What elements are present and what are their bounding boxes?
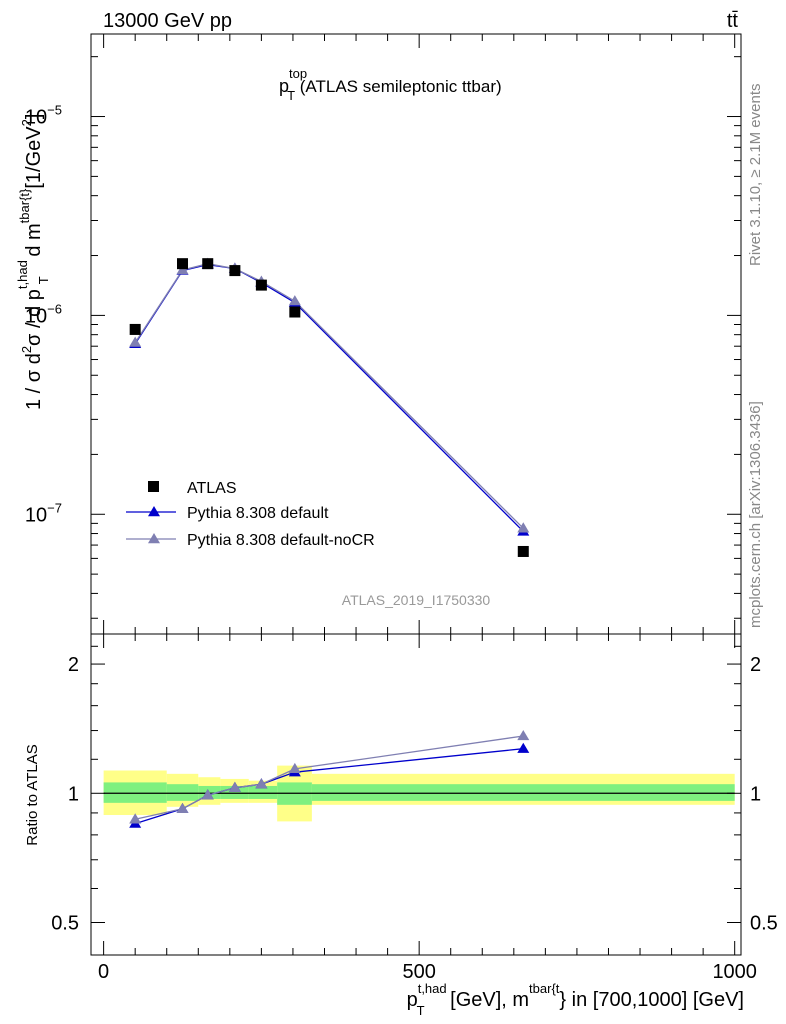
marker-atlas: [177, 258, 189, 270]
ratio-marker-nocr: [228, 781, 241, 792]
ratio-y-tick-label-right: 1: [750, 783, 761, 805]
ratio-y-axis-label: Ratio to ATLAS: [24, 744, 41, 845]
marker-pythia-nocr: [129, 336, 142, 347]
legend-marker-atlas: [148, 481, 159, 492]
marker-atlas: [229, 265, 241, 277]
band-inner: [103, 782, 167, 803]
legend-label-nocr: Pythia 8.308 default-noCR: [187, 532, 375, 549]
marker-atlas: [129, 323, 141, 335]
ratio-y-tick-label-left: 2: [68, 654, 79, 676]
marker-pythia-nocr: [176, 264, 189, 275]
x-tick-label: 0: [98, 961, 109, 983]
marker-atlas: [289, 306, 301, 318]
ratio-marker-nocr: [255, 778, 268, 789]
marker-atlas: [517, 545, 529, 557]
ratio-marker-default: [517, 742, 530, 753]
marker-pythia-nocr: [517, 522, 530, 533]
mcplots-label: mcplots.cern.ch [arXiv:1306.3436]: [747, 401, 764, 628]
analysis-watermark: ATLAS_2019_I1750330: [342, 592, 491, 608]
legend-label-atlas: ATLAS: [187, 480, 237, 497]
marker-atlas: [255, 279, 267, 291]
x-tick-label: 1000: [712, 961, 757, 983]
ratio-y-tick-label-right: 2: [750, 654, 761, 676]
ratio-marker-nocr: [129, 813, 142, 824]
ratio-y-tick-label-left: 1: [68, 783, 79, 805]
legend-marker-nocr: [148, 533, 160, 544]
y-tick-label: 10−6: [25, 301, 62, 327]
ratio-marker-nocr: [517, 729, 530, 741]
legend-label-default: Pythia 8.308 default: [187, 505, 329, 522]
ratio-marker-nocr: [176, 802, 189, 814]
x-axis-label: pt,had T [GeV], mtbar{t} in [700,1000] [G…: [407, 981, 744, 1018]
band-inner: [311, 784, 735, 801]
energy-label: 13000 GeV pp: [103, 10, 232, 32]
ratio-marker-nocr: [288, 762, 301, 774]
ratio-y-tick-label-left: 0.5: [51, 912, 79, 934]
ratio-y-tick-label-right: 0.5: [750, 912, 778, 934]
y-tick-label: 10−7: [25, 500, 62, 526]
band-inner: [248, 785, 278, 799]
ratio-panel-frame: [90, 633, 742, 956]
process-label: tt̄: [727, 10, 739, 32]
y-axis-label: 1 / σ d2σ / d pt,had T d mtbar{t}[1/GeV2]: [15, 114, 51, 410]
x-tick-label: 500: [402, 961, 435, 983]
marker-atlas: [202, 258, 214, 270]
chart-title: ptop T (ATLAS semileptonic ttbar): [279, 66, 502, 103]
rivet-version-label: Rivet 3.1.10, ≥ 2.1M events: [747, 83, 764, 267]
y-tick-label: 10−5: [25, 103, 62, 129]
legend-marker-default: [148, 506, 160, 517]
band-inner: [166, 784, 199, 801]
marker-pythia-nocr: [288, 295, 301, 306]
ratio-marker-nocr: [201, 789, 214, 800]
